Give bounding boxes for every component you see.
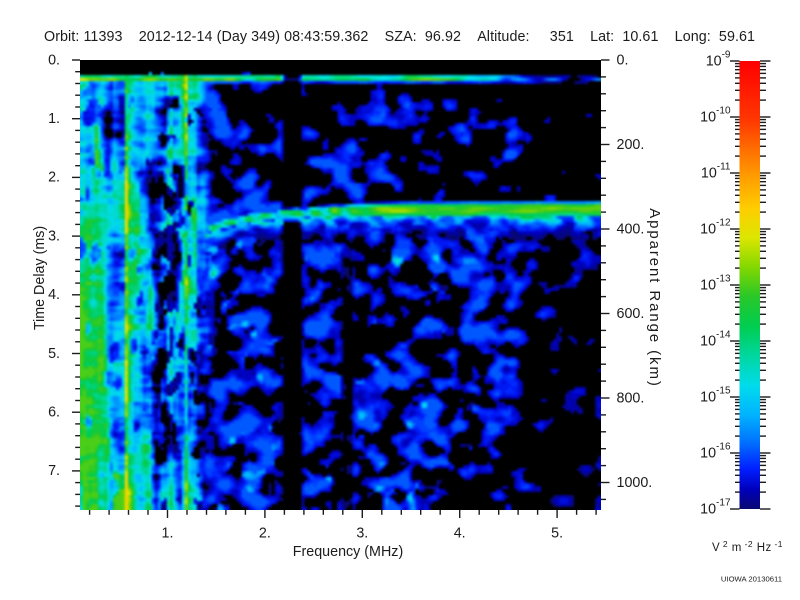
svg-text:3.: 3. [48, 228, 60, 244]
svg-text:10-10: 10-10 [700, 106, 731, 126]
svg-text:10-15: 10-15 [700, 386, 731, 406]
svg-text:Apparent Range (km): Apparent Range (km) [646, 208, 663, 388]
svg-text:10-16: 10-16 [700, 442, 731, 462]
svg-text:2.: 2. [259, 526, 271, 542]
svg-text:0.: 0. [48, 52, 60, 68]
svg-text:UIOWA 20130611: UIOWA 20130611 [721, 575, 782, 584]
svg-text:10-13: 10-13 [700, 274, 731, 294]
svg-text:6.: 6. [48, 405, 60, 421]
svg-text:400.: 400. [617, 221, 645, 237]
svg-text:4.: 4. [454, 526, 466, 542]
svg-text:0.: 0. [617, 52, 629, 68]
svg-text:3.: 3. [356, 526, 368, 542]
svg-text:1000.: 1000. [617, 475, 653, 491]
svg-text:10-11: 10-11 [701, 162, 731, 182]
svg-text:10-12: 10-12 [700, 218, 731, 238]
svg-text:10-14: 10-14 [700, 330, 731, 350]
svg-text:1.: 1. [48, 111, 60, 127]
svg-text:Frequency (MHz): Frequency (MHz) [293, 544, 403, 560]
svg-text:1.: 1. [162, 526, 174, 542]
svg-text:600.: 600. [617, 306, 645, 322]
svg-text:10-17: 10-17 [700, 498, 731, 518]
svg-text:V 2 m -2 Hz -1: V 2 m -2 Hz -1 [712, 539, 783, 554]
svg-text:Time Delay (ms): Time Delay (ms) [32, 226, 48, 330]
svg-text:7.: 7. [48, 463, 60, 479]
svg-text:5.: 5. [48, 346, 60, 362]
svg-text:5.: 5. [551, 526, 563, 542]
svg-text:Orbit: 11393 2012-12-14 (Da: Orbit: 11393 2012-12-14 (Day 349) 08:43:… [44, 29, 755, 45]
svg-text:4.: 4. [48, 287, 60, 303]
svg-text:800.: 800. [617, 390, 645, 406]
svg-text:200.: 200. [617, 137, 645, 153]
svg-text:2.: 2. [48, 170, 60, 186]
svg-text:10-9: 10-9 [706, 50, 731, 70]
